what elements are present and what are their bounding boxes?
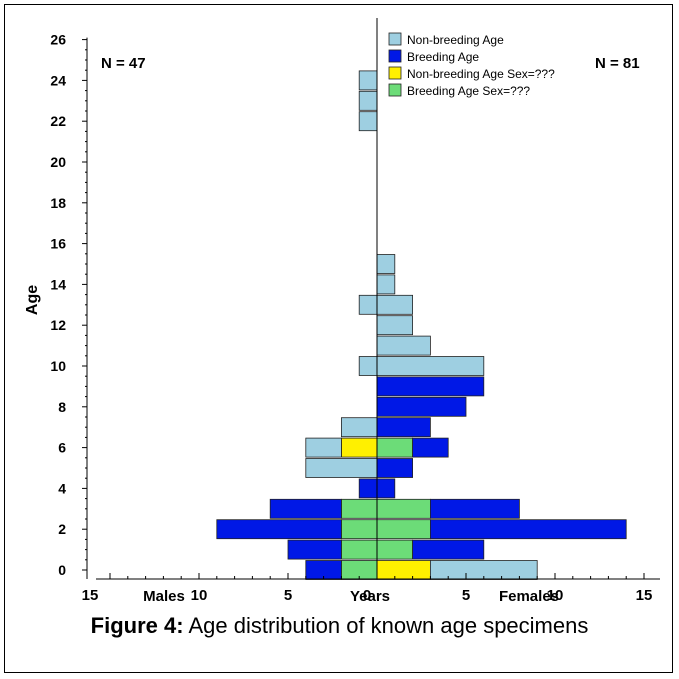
legend-swatch-b_unknown — [388, 83, 402, 97]
y-tick-label: 10 — [50, 358, 66, 374]
bar-age-13-nonbreeding-left — [358, 294, 378, 315]
legend-label-b_unknown: Breeding Age Sex=??? — [407, 84, 530, 98]
bar-age-1-b_unknown-left — [340, 539, 378, 560]
bar-age-10-nonbreeding-left — [358, 356, 378, 376]
bar-age-4-breeding-right — [376, 478, 396, 499]
y-tick-label: 0 — [58, 562, 66, 578]
bar-age-2-b_unknown-right — [376, 519, 431, 540]
legend-swatch-nonbreeding — [388, 32, 402, 46]
x-tick-label: 5 — [462, 587, 470, 604]
bar-age-22-nonbreeding-left — [358, 111, 378, 132]
bar-age-1-breeding-right — [412, 539, 485, 560]
bar-age-11-nonbreeding-right — [376, 335, 431, 356]
y-tick-label: 22 — [50, 113, 66, 129]
bar-age-13-nonbreeding-right — [376, 294, 413, 315]
bar-age-6-b_unknown-right — [376, 437, 413, 458]
bar-age-5-nonbreeding-left — [305, 458, 378, 478]
x-tick-label: 0 — [363, 587, 371, 604]
bar-age-3-breeding-left — [269, 498, 342, 519]
y-tick-label: 26 — [50, 32, 66, 48]
y-tick-label: 14 — [50, 276, 66, 292]
bar-age-6-nb_unknown-left — [340, 437, 378, 458]
y-tick-label: 18 — [50, 195, 66, 211]
n-females-label: N = 81 — [595, 55, 640, 72]
bar-age-2-b_unknown-left — [340, 519, 378, 540]
bar-age-1-b_unknown-right — [376, 539, 413, 560]
y-tick-label: 6 — [58, 440, 66, 456]
labels-layer: Age N = 47 N = 81 Males Years Females — [24, 55, 640, 605]
y-tick-label: 4 — [58, 480, 66, 496]
y-tick-label: 2 — [58, 521, 66, 537]
x-tick-label: 15 — [636, 587, 653, 604]
y-tick-label: 24 — [50, 72, 66, 88]
bar-age-6-nonbreeding-left — [305, 437, 342, 458]
bar-age-5-breeding-right — [376, 458, 413, 478]
bar-age-1-breeding-left — [287, 539, 342, 560]
bar-age-3-b_unknown-right — [376, 498, 431, 519]
bar-age-3-b_unknown-left — [340, 498, 378, 519]
x-tick-label: 10 — [547, 587, 564, 604]
bar-age-12-nonbreeding-right — [376, 315, 413, 336]
caption-text: Age distribution of known age specimens — [183, 613, 589, 638]
legend-swatch-nb_unknown — [388, 66, 402, 80]
x-tick-label: 10 — [191, 587, 208, 604]
bar-age-15-nonbreeding-right — [376, 254, 396, 274]
legend-label-nb_unknown: Non-breeding Age Sex=??? — [407, 67, 555, 81]
bar-age-9-breeding-right — [376, 376, 485, 397]
y-tick-label: 20 — [50, 154, 66, 170]
bar-age-6-breeding-right — [412, 437, 449, 458]
bar-age-14-nonbreeding-right — [376, 274, 396, 295]
bar-age-3-breeding-right — [429, 498, 520, 519]
n-males-label: N = 47 — [101, 55, 146, 72]
y-tick-label: 16 — [50, 236, 66, 252]
y-tick-label: 8 — [58, 399, 66, 415]
x-label-years: Years — [350, 588, 390, 605]
x-label-males: Males — [143, 588, 185, 605]
bar-age-8-breeding-right — [376, 396, 467, 417]
bar-age-0-nb_unknown-right — [376, 560, 431, 580]
x-tick-label: 5 — [284, 587, 292, 604]
legend: Non-breeding Age Breeding Age Non-breeding… — [388, 32, 555, 98]
figure-caption: Figure 4: Age distribution of known age … — [0, 613, 679, 639]
bar-age-23-nonbreeding-left — [358, 90, 378, 111]
bar-age-24-nonbreeding-left — [358, 70, 378, 91]
bar-age-2-breeding-right — [429, 519, 627, 540]
caption-label: Figure 4: — [90, 613, 184, 638]
y-axis-label: Age — [24, 285, 41, 315]
bar-age-2-breeding-left — [216, 519, 342, 540]
legend-label-nonbreeding: Non-breeding Age — [407, 33, 504, 47]
x-tick-label: 15 — [82, 587, 99, 604]
bar-age-7-nonbreeding-left — [340, 417, 378, 438]
bars-layer — [216, 70, 627, 580]
bar-age-10-nonbreeding-right — [376, 356, 485, 376]
legend-swatch-breeding — [388, 49, 402, 63]
bar-age-4-breeding-left — [358, 478, 378, 499]
legend-label-breeding: Breeding Age — [407, 50, 479, 64]
y-tick-label: 12 — [50, 317, 66, 333]
x-label-females: Females — [499, 588, 559, 605]
bar-age-7-breeding-right — [376, 417, 431, 438]
